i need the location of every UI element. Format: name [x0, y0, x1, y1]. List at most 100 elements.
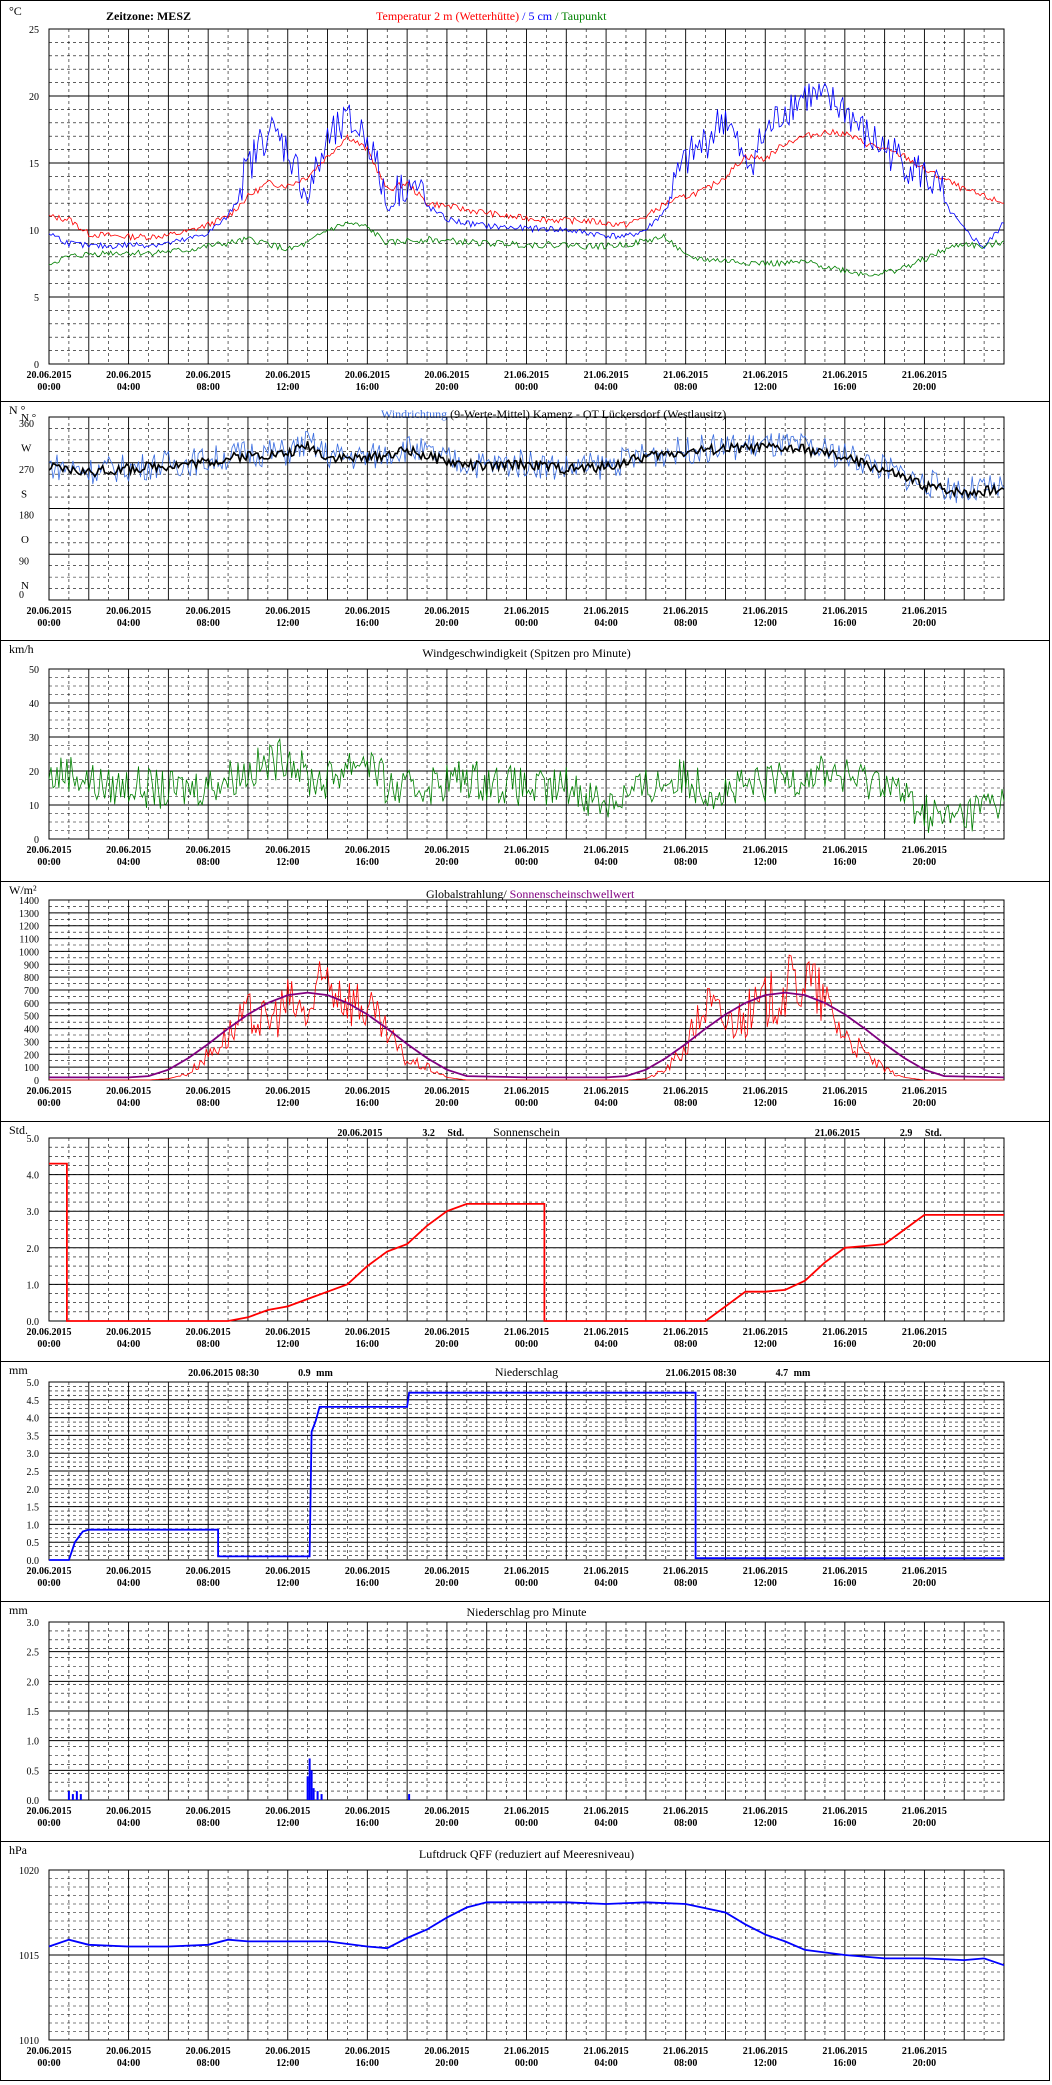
x-tick-date: 21.06.2015	[584, 1086, 629, 1097]
chart-title: Windgeschwindigkeit (Spitzen pro Minute)	[422, 646, 630, 660]
x-tick-date: 20.06.2015	[186, 1086, 231, 1097]
x-tick-time: 08:00	[674, 382, 697, 393]
x-tick-date: 20.06.2015	[106, 1806, 151, 1817]
x-tick-time: 00:00	[37, 2058, 60, 2069]
y-tick-label: 0	[19, 590, 24, 601]
grid	[48, 1381, 1005, 1561]
y-tick-label: 4.0	[27, 1171, 40, 1182]
x-tick-date: 21.06.2015	[902, 1086, 947, 1097]
y-tick-label: 1.0	[27, 1520, 40, 1531]
x-tick-time: 20:00	[913, 857, 936, 868]
x-tick-time: 08:00	[196, 1578, 219, 1589]
x-tick-date: 20.06.2015	[27, 1566, 72, 1577]
x-tick-labels: 20.06.201500:0020.06.201504:0020.06.2015…	[27, 2046, 947, 2069]
x-tick-time: 08:00	[196, 618, 219, 629]
y-tick-label: 900	[24, 960, 39, 971]
x-tick-time: 12:00	[754, 1818, 777, 1829]
x-tick-time: 20:00	[913, 1818, 936, 1829]
x-tick-time: 00:00	[37, 1098, 60, 1109]
x-tick-time: 20:00	[435, 1098, 458, 1109]
x-tick-time: 12:00	[276, 1578, 299, 1589]
x-tick-time: 20:00	[913, 1098, 936, 1109]
y-tick-label: 270	[19, 465, 34, 476]
x-tick-time: 20:00	[435, 857, 458, 868]
y-tick-label: 1015	[19, 1951, 39, 1962]
x-tick-time: 12:00	[754, 1339, 777, 1350]
y-tick-label: 700	[24, 986, 39, 997]
precipitation-per-minute-chart: Niederschlag pro Minute mm 0.0 0.5 1.0 1.5 2.0…	[9, 1603, 1005, 1829]
bar	[320, 1794, 323, 1800]
x-tick-time: 20:00	[435, 1818, 458, 1829]
panel-precipitation: Niederschlag mm 20.06.2015 08:30 0.9 mm 21.06…	[0, 1361, 1050, 1602]
y-tick-labels: 0.0 0.5 1.0 1.5 2.0 2.5 3.0	[27, 1618, 40, 1807]
grid	[48, 28, 1005, 365]
unit-label: W/m²	[9, 883, 37, 897]
x-tick-time: 00:00	[37, 1578, 60, 1589]
x-tick-date: 21.06.2015	[663, 1566, 708, 1577]
x-tick-time: 12:00	[276, 382, 299, 393]
compass-label: N	[21, 580, 29, 592]
y-tick-label: 800	[24, 973, 39, 984]
x-tick-time: 12:00	[276, 618, 299, 629]
x-tick-time: 04:00	[594, 1339, 617, 1350]
x-tick-time: 16:00	[833, 1818, 856, 1829]
x-tick-date: 20.06.2015	[424, 1327, 469, 1338]
x-tick-date: 20.06.2015	[106, 606, 151, 617]
x-tick-date: 21.06.2015	[663, 1806, 708, 1817]
y-tick-label: 0.0	[27, 1796, 40, 1807]
svg-text:Luftdruck QFF (reduziert auf M: Luftdruck QFF (reduziert auf Meeresnivea…	[419, 1847, 634, 1861]
svg-text:2.9: 2.9	[900, 1128, 913, 1139]
y-tick-label: 1.0	[27, 1737, 40, 1748]
x-tick-time: 12:00	[754, 1578, 777, 1589]
x-tick-time: 04:00	[594, 382, 617, 393]
x-tick-time: 08:00	[196, 1098, 219, 1109]
x-tick-time: 04:00	[117, 1818, 140, 1829]
x-tick-date: 20.06.2015	[186, 845, 231, 856]
x-tick-date: 21.06.2015	[822, 845, 867, 856]
x-tick-labels: 20.06.201500:0020.06.201504:0020.06.2015…	[27, 1806, 947, 1829]
x-tick-date: 21.06.2015	[584, 1327, 629, 1338]
y-tick-label: 90	[19, 556, 29, 567]
x-tick-time: 04:00	[594, 2058, 617, 2069]
compass-label: N °	[21, 412, 36, 424]
x-tick-time: 08:00	[196, 1818, 219, 1829]
x-tick-time: 04:00	[594, 1578, 617, 1589]
x-tick-date: 20.06.2015	[345, 1806, 390, 1817]
x-tick-date: 21.06.2015	[822, 1566, 867, 1577]
y-tick-label: 2.5	[27, 1648, 40, 1659]
x-tick-date: 21.06.2015	[663, 1327, 708, 1338]
y-tick-label: 40	[29, 699, 39, 710]
x-tick-time: 16:00	[356, 1098, 379, 1109]
y-tick-label: 600	[24, 999, 39, 1010]
series-line	[49, 991, 1005, 1079]
panel-sunshine: Sonnenschein Std. 20.06.2015 3.2 Std. 21.06.2…	[0, 1121, 1050, 1362]
y-tick-label: 0	[34, 360, 39, 371]
series-line	[48, 221, 1005, 277]
x-tick-date: 20.06.2015	[27, 2046, 72, 2057]
panel-wind-speed: Windgeschwindigkeit (Spitzen pro Minute)…	[0, 640, 1050, 882]
x-tick-time: 16:00	[833, 1339, 856, 1350]
y-tick-label: 3.0	[27, 1618, 40, 1629]
x-tick-time: 12:00	[276, 857, 299, 868]
x-tick-labels: 20.06.201500:0020.06.201504:0020.06.2015…	[27, 1566, 947, 1589]
x-tick-date: 21.06.2015	[902, 606, 947, 617]
chart-title: Temperatur 2 m (Wetterhütte) / 5 cm / Ta…	[376, 9, 607, 23]
y-tick-label: 360	[19, 419, 34, 430]
x-tick-time: 16:00	[356, 857, 379, 868]
x-tick-date: 20.06.2015	[265, 606, 310, 617]
x-tick-date: 21.06.2015	[584, 370, 629, 381]
series-line	[48, 82, 1005, 250]
x-tick-date: 21.06.2015	[902, 2046, 947, 2057]
x-tick-date: 20.06.2015	[186, 2046, 231, 2057]
x-tick-date: 21.06.2015	[504, 1086, 549, 1097]
x-tick-date: 20.06.2015	[265, 845, 310, 856]
x-tick-date: 21.06.2015	[663, 370, 708, 381]
series-line	[48, 431, 1005, 504]
x-tick-time: 04:00	[594, 857, 617, 868]
x-tick-time: 16:00	[833, 2058, 856, 2069]
x-tick-date: 21.06.2015	[822, 606, 867, 617]
x-tick-labels: 20.06.201500:0020.06.201504:0020.06.2015…	[27, 845, 947, 868]
grid	[48, 1621, 1005, 1801]
y-tick-label: 2.5	[27, 1467, 40, 1478]
